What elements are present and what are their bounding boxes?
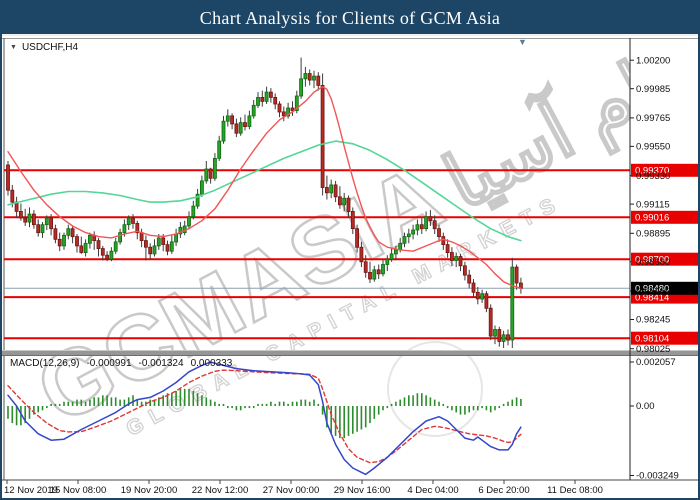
- svg-text:0.99016: 0.99016: [635, 213, 669, 224]
- watermark-stamp-circle: [387, 341, 483, 437]
- svg-text:19 Nov 20:00: 19 Nov 20:00: [121, 485, 178, 496]
- svg-text:0.98480: 0.98480: [635, 284, 669, 295]
- support-resistance-levels: [4, 169, 630, 340]
- price-axis: 0.99370 0.99016 0.98700 0.98414 0.98104 0.984…: [629, 38, 698, 480]
- title-bar: Chart Analysis for Clients of GCM Asia: [2, 2, 698, 36]
- svg-text:15 Nov 08:00: 15 Nov 08:00: [50, 485, 107, 496]
- level-price-tag-0.99370: 0.99370: [631, 163, 698, 177]
- svg-text:29 Nov 16:00: 29 Nov 16:00: [334, 485, 391, 496]
- svg-text:0.00: 0.00: [636, 401, 655, 412]
- chart-shift-marker-icon[interactable]: ▼: [518, 37, 527, 47]
- watermark-layer: GCMASIAجي سي ام آسيا GLOBAL CAPITAL MARK…: [2, 35, 630, 480]
- ma-slow-green: [7, 140, 522, 242]
- svg-text:0.98104: 0.98104: [635, 333, 669, 344]
- level-price-tag-0.98104: 0.98104: [631, 331, 698, 345]
- svg-text:22 Nov 12:00: 22 Nov 12:00: [192, 485, 249, 496]
- macd-main-line: [7, 361, 522, 476]
- candlesticks: [6, 57, 523, 348]
- svg-text:-0.003249: -0.003249: [636, 471, 679, 482]
- svg-text:27 Nov 00:00: 27 Nov 00:00: [263, 485, 320, 496]
- svg-text:0.98460: 0.98460: [636, 286, 670, 297]
- svg-text:0.98895: 0.98895: [636, 229, 670, 240]
- svg-text:12 Nov 2019: 12 Nov 2019: [4, 485, 58, 496]
- macd-pane: [7, 361, 522, 476]
- macd-name: MACD(12,26,9): [10, 358, 80, 369]
- current-price-tag: 0.98480: [631, 281, 698, 295]
- svg-text:0.98025: 0.98025: [636, 344, 670, 355]
- svg-text:0.98680: 0.98680: [636, 257, 670, 268]
- pane-separator: [2, 350, 698, 356]
- svg-text:4 Dec 04:00: 4 Dec 04:00: [407, 485, 458, 496]
- svg-text:1.00200: 1.00200: [636, 55, 670, 66]
- svg-text:0.99115: 0.99115: [636, 199, 670, 210]
- svg-text:0.99550: 0.99550: [636, 142, 670, 153]
- svg-text:0.99985: 0.99985: [636, 84, 670, 95]
- svg-text:11 Dec 08:00: 11 Dec 08:00: [547, 485, 603, 496]
- svg-text:0.99330: 0.99330: [636, 171, 670, 182]
- svg-text:0.002057: 0.002057: [636, 357, 676, 368]
- dropdown-arrow-icon: ▼: [10, 44, 17, 51]
- svg-text:0.99765: 0.99765: [636, 113, 670, 124]
- macd-indicator-label: MACD(12,26,9) -0.000991 -0.001324 0.0003…: [10, 358, 232, 369]
- macd-signal-line: [7, 369, 522, 464]
- svg-text:0.98414: 0.98414: [635, 292, 669, 303]
- symbol-label: USDCHF,H4: [21, 42, 79, 53]
- svg-text:0.99370: 0.99370: [635, 166, 669, 177]
- svg-text:6 Dec 20:00: 6 Dec 20:00: [478, 485, 529, 496]
- page-title: Chart Analysis for Clients of GCM Asia: [199, 7, 501, 28]
- moving-averages: [7, 86, 522, 289]
- svg-text:0.98700: 0.98700: [635, 254, 669, 265]
- symbol-timeframe-selector[interactable]: ▼ USDCHF,H4: [10, 42, 78, 53]
- macd-value-main: -0.000991: [86, 358, 132, 369]
- level-price-tag-0.98700: 0.98700: [631, 252, 698, 266]
- level-price-tag-0.99016: 0.99016: [631, 210, 698, 224]
- macd-value-signal: -0.001324: [138, 358, 184, 369]
- macd-value-histogram: 0.000333: [190, 358, 233, 369]
- svg-text:0.98245: 0.98245: [636, 315, 670, 326]
- ma-fast-red: [7, 86, 522, 289]
